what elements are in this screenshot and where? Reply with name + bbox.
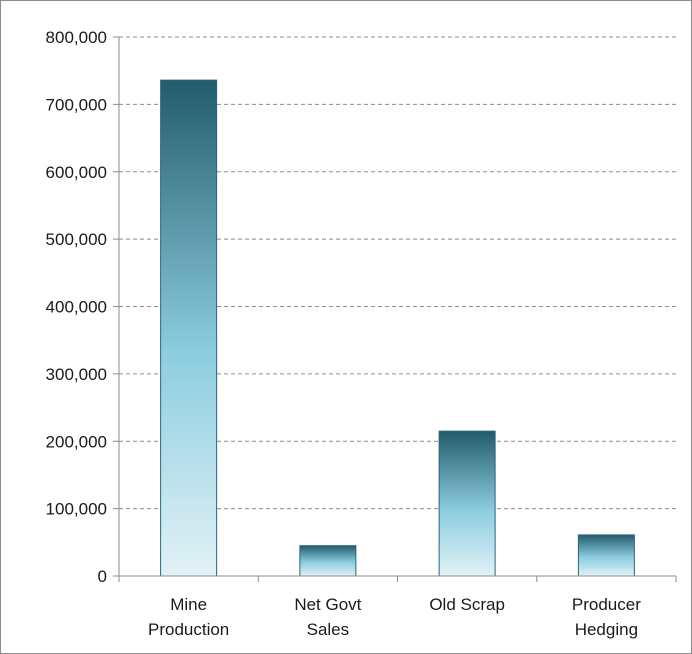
x-tick-label: Old Scrap bbox=[429, 595, 505, 614]
x-tick-label: Mine Production bbox=[148, 595, 229, 639]
bar bbox=[577, 534, 635, 577]
y-tick-label: 600,000 bbox=[46, 163, 107, 182]
axes bbox=[113, 36, 677, 582]
x-tick-label: Producer Hedging bbox=[572, 595, 641, 639]
bar bbox=[299, 545, 357, 577]
y-tick-label: 300,000 bbox=[46, 365, 107, 384]
y-tick-label: 100,000 bbox=[46, 500, 107, 519]
x-tick-label: Net Govt Sales bbox=[294, 595, 361, 639]
y-tick-label: 700,000 bbox=[46, 95, 107, 114]
y-tick-label: 400,000 bbox=[46, 298, 107, 317]
y-tick-label: 200,000 bbox=[46, 432, 107, 451]
y-tick-label: 500,000 bbox=[46, 230, 107, 249]
y-tick-labels: 0 100,000 200,000 300,000 400,000 500,000 600,… bbox=[46, 28, 107, 586]
y-tick-label: 0 bbox=[98, 567, 107, 586]
bars bbox=[160, 79, 635, 577]
x-tick-labels: Mine Production Net Govt Sales Old Scrap Prod… bbox=[148, 595, 641, 639]
y-tick-label: 800,000 bbox=[46, 28, 107, 47]
bar bbox=[438, 430, 496, 577]
bar bbox=[160, 79, 218, 577]
